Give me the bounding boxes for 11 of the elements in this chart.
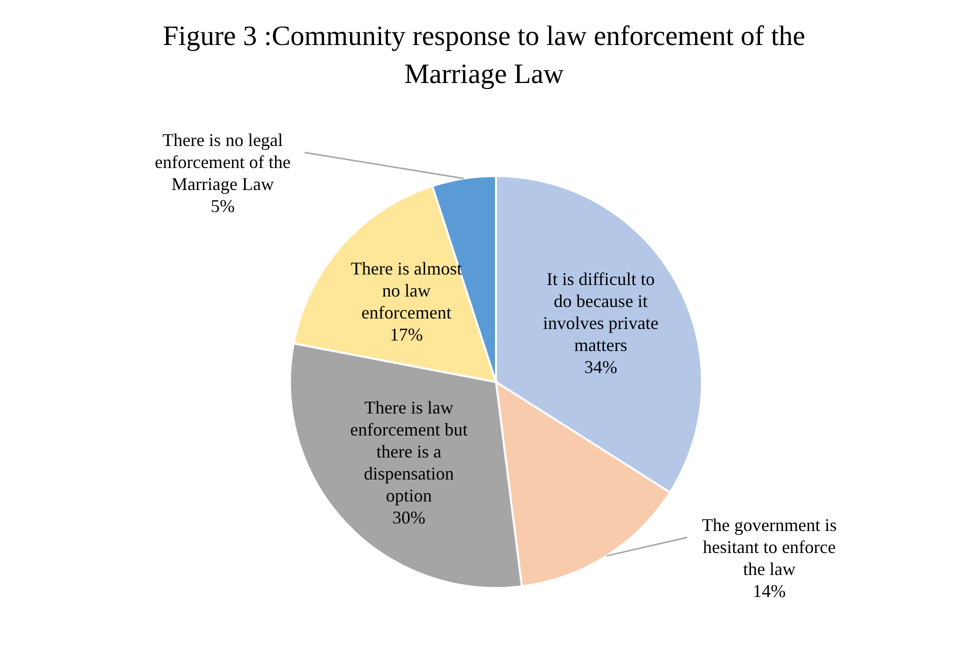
slice-label: The government is hesitant to enforce the law xyxy=(702,515,837,580)
data-label: 14% xyxy=(752,581,786,602)
slice-label: It is difficult to do because it involves private matters xyxy=(542,269,658,356)
data-label: 30% xyxy=(392,508,426,528)
slice-label: There is no legal enforcement of the Marriage Law xyxy=(154,130,291,194)
slice-label: There is almost no law enforcement xyxy=(350,258,462,323)
slice-label: There is law enforcement but there is a dispensation option xyxy=(350,398,468,506)
data-label: 5% xyxy=(210,196,235,216)
data-label: 17% xyxy=(390,324,423,345)
data-label: 34% xyxy=(584,357,618,378)
chart-title: Figure 3 :Community response to law enforcement of the Marriage Law xyxy=(162,20,806,92)
